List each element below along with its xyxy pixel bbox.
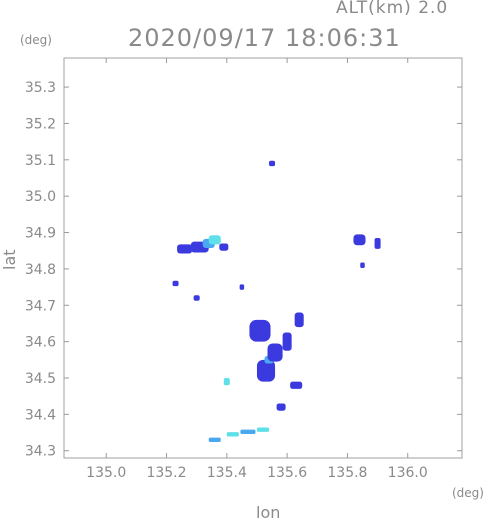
x-tick-label: 136.0 bbox=[388, 465, 428, 481]
echo-cell bbox=[374, 238, 381, 249]
y-tick-label: 34.9 bbox=[25, 226, 56, 242]
x-tick-label: 135.4 bbox=[207, 465, 247, 481]
altitude-label: ALT(km) 2.0 bbox=[336, 0, 449, 18]
echo-cell bbox=[219, 243, 229, 251]
y-tick-label: 35.2 bbox=[25, 116, 56, 132]
echo-cell bbox=[193, 295, 200, 301]
x-ticks: 135.0 135.2 135.4 135.6 135.8 136.0 bbox=[86, 58, 428, 481]
y-tick-label: 35.3 bbox=[25, 80, 56, 96]
y-tick-label: 34.7 bbox=[25, 298, 56, 314]
echo-cell bbox=[208, 437, 221, 442]
echo-cell bbox=[177, 244, 193, 254]
echo-cell bbox=[256, 359, 276, 382]
x-tick-label: 135.6 bbox=[267, 465, 307, 481]
echo-cell bbox=[282, 332, 292, 351]
y-tick-label: 34.4 bbox=[25, 407, 56, 423]
echo-cell bbox=[239, 284, 245, 290]
echo-cell bbox=[223, 378, 230, 386]
x-axis-label: lon bbox=[256, 503, 281, 522]
y-tick-label: 34.6 bbox=[25, 335, 56, 351]
y-tick-label: 34.5 bbox=[25, 371, 56, 387]
y-tick-label: 35.0 bbox=[25, 189, 56, 205]
y-tick-label: 35.1 bbox=[25, 153, 56, 169]
y-tick-label: 34.3 bbox=[25, 444, 56, 460]
echo-cell bbox=[294, 312, 304, 328]
y-tick-label: 34.8 bbox=[25, 262, 56, 278]
x-tick-label: 135.2 bbox=[146, 465, 186, 481]
echo-cell bbox=[240, 429, 256, 434]
echo-cells bbox=[172, 160, 381, 442]
echo-cell bbox=[256, 427, 270, 432]
x-tick-label: 135.8 bbox=[327, 465, 367, 481]
echo-cell bbox=[208, 235, 221, 245]
y-unit-label: (deg) bbox=[20, 33, 52, 47]
echo-cell bbox=[269, 160, 276, 167]
echo-cell bbox=[267, 343, 283, 362]
echo-cell bbox=[226, 432, 239, 437]
echo-cell bbox=[249, 319, 271, 342]
echo-cell bbox=[360, 262, 365, 268]
echo-cell bbox=[290, 381, 303, 389]
echo-cell bbox=[276, 403, 286, 411]
plot-frame bbox=[63, 57, 463, 459]
y-ticks: 35.3 35.2 35.1 35.0 34.9 34.8 34.7 34.6 34.5 34.4… bbox=[25, 80, 462, 460]
x-unit-label: (deg) bbox=[452, 486, 484, 500]
echo-cell bbox=[353, 234, 366, 246]
echo-cell bbox=[172, 280, 179, 287]
x-tick-label: 135.0 bbox=[86, 465, 126, 481]
chart-title: 2020/09/17 18:06:31 bbox=[128, 24, 401, 52]
